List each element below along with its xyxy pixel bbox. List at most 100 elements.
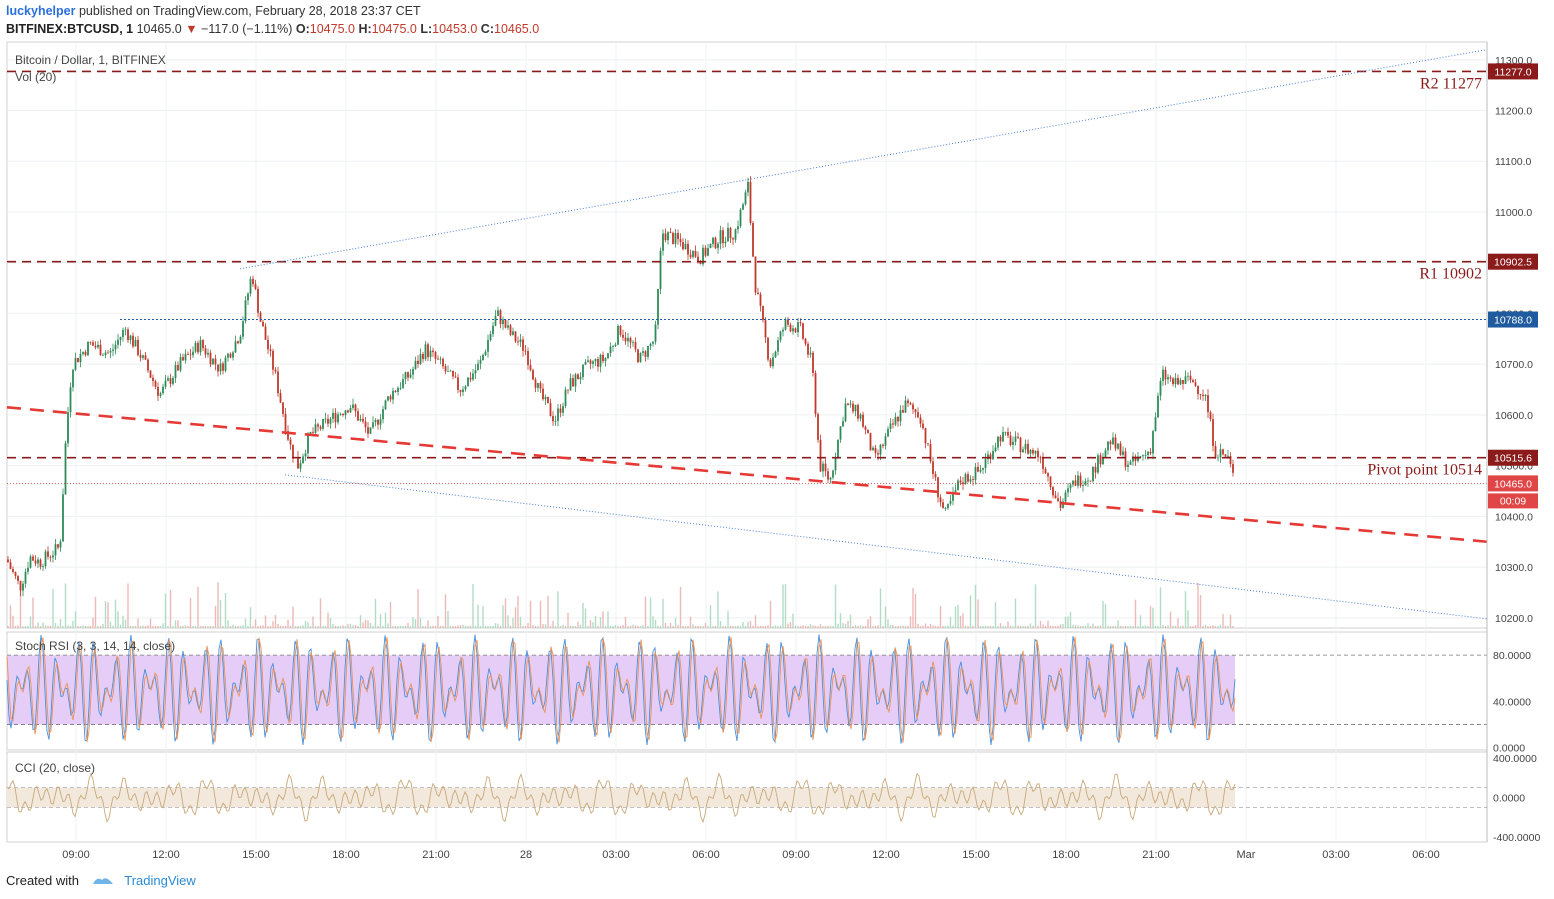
candle-body <box>212 358 214 365</box>
candle-body <box>297 457 299 469</box>
candle-body <box>167 378 169 381</box>
candle-body <box>1094 466 1097 473</box>
high-label: H: <box>358 22 372 36</box>
candle-body <box>1097 455 1099 473</box>
volume-bar <box>922 625 924 628</box>
volume-bar <box>1007 621 1009 628</box>
volume-bar <box>1137 625 1139 628</box>
volume-bar <box>934 625 937 628</box>
author-name[interactable]: luckyhelper <box>6 4 76 18</box>
candle-body <box>827 471 829 480</box>
volume-bar <box>634 625 637 628</box>
volume-bar <box>727 610 729 628</box>
volume-bar <box>544 624 547 628</box>
candle-body <box>164 380 167 387</box>
volume-bar <box>824 625 827 628</box>
candle-body <box>312 431 314 433</box>
candle-body <box>729 227 732 239</box>
tradingview-logo-icon[interactable] <box>91 874 115 886</box>
volume-bar <box>777 625 779 628</box>
candle-body <box>227 353 229 358</box>
volume-bar <box>747 621 749 628</box>
candle-body <box>129 335 132 341</box>
candle-body <box>117 339 119 345</box>
candle-body <box>184 353 187 361</box>
candle-body <box>44 551 47 567</box>
volume-bar <box>62 625 64 628</box>
volume-bar <box>172 625 174 628</box>
volume-bar <box>872 626 874 628</box>
volume-bar <box>574 625 577 628</box>
volume-bar <box>1037 625 1039 628</box>
volume-bar <box>1149 606 1152 628</box>
channel-lower-line <box>284 474 1488 620</box>
volume-bar <box>1167 625 1169 628</box>
volume-bar <box>209 626 212 628</box>
candle-body <box>122 329 124 338</box>
candle-body <box>782 329 784 332</box>
candle-body <box>997 436 999 448</box>
volume-bar <box>479 625 482 628</box>
volume-bar <box>1207 626 1209 628</box>
volume-bar <box>1072 624 1074 628</box>
volume-bar <box>1104 603 1107 628</box>
volume-bar <box>127 583 129 628</box>
volume-bar <box>254 619 257 628</box>
volume-bar <box>82 625 84 628</box>
candle-body <box>444 366 447 372</box>
volume-bar <box>352 625 354 628</box>
candle-body <box>299 463 302 469</box>
candle-body <box>519 339 522 343</box>
volume-bar <box>462 624 464 628</box>
candle-body <box>1169 377 1172 379</box>
volume-bar <box>939 605 942 628</box>
volume-bar <box>759 625 762 628</box>
candle-body <box>807 343 809 355</box>
volume-bar <box>719 620 722 628</box>
candle-body <box>747 181 749 193</box>
volume-bar <box>644 596 647 628</box>
candle-body <box>489 334 492 341</box>
volume-bar <box>84 625 87 628</box>
candle-body <box>739 209 742 227</box>
volume-bar <box>1192 625 1194 628</box>
candle-body <box>932 461 934 475</box>
candle-body <box>99 344 102 356</box>
volume-bar <box>354 624 357 628</box>
candle-body <box>689 254 692 258</box>
volume-bar <box>779 625 782 628</box>
volume-bar <box>564 626 567 628</box>
candle-body <box>554 420 557 422</box>
chart-header: luckyhelper published on TradingView.com… <box>6 3 1546 39</box>
candle-body <box>404 372 407 380</box>
volume-bar <box>809 624 812 628</box>
candle-body <box>369 427 372 434</box>
candle-body <box>87 342 89 356</box>
cci-line <box>6 772 1236 824</box>
volume-bar <box>1187 610 1189 628</box>
volume-bar <box>322 625 324 628</box>
volume-bar <box>949 616 952 628</box>
volume-bar <box>257 626 259 628</box>
volume-bar <box>1004 625 1007 628</box>
volume-bar <box>937 626 939 628</box>
volume-bar <box>534 626 537 628</box>
symbol-label[interactable]: BITFINEX:BTCUSD, 1 <box>6 22 134 36</box>
volume-bar <box>1222 613 1224 628</box>
candle-body <box>1087 480 1089 482</box>
volume-bar <box>604 625 607 628</box>
candle-body <box>1007 431 1009 436</box>
candle-body <box>434 352 437 359</box>
candle-body <box>809 352 812 355</box>
volume-bar <box>114 599 117 628</box>
candle-body <box>884 436 887 446</box>
volume-bar <box>192 626 194 628</box>
tradingview-link[interactable]: TradingView <box>124 873 196 888</box>
candle-body <box>379 419 382 425</box>
candle-body <box>577 374 579 380</box>
candle-body <box>517 341 519 343</box>
volume-bar <box>677 624 679 628</box>
candle-body <box>197 342 199 353</box>
volume-bar <box>119 624 122 628</box>
